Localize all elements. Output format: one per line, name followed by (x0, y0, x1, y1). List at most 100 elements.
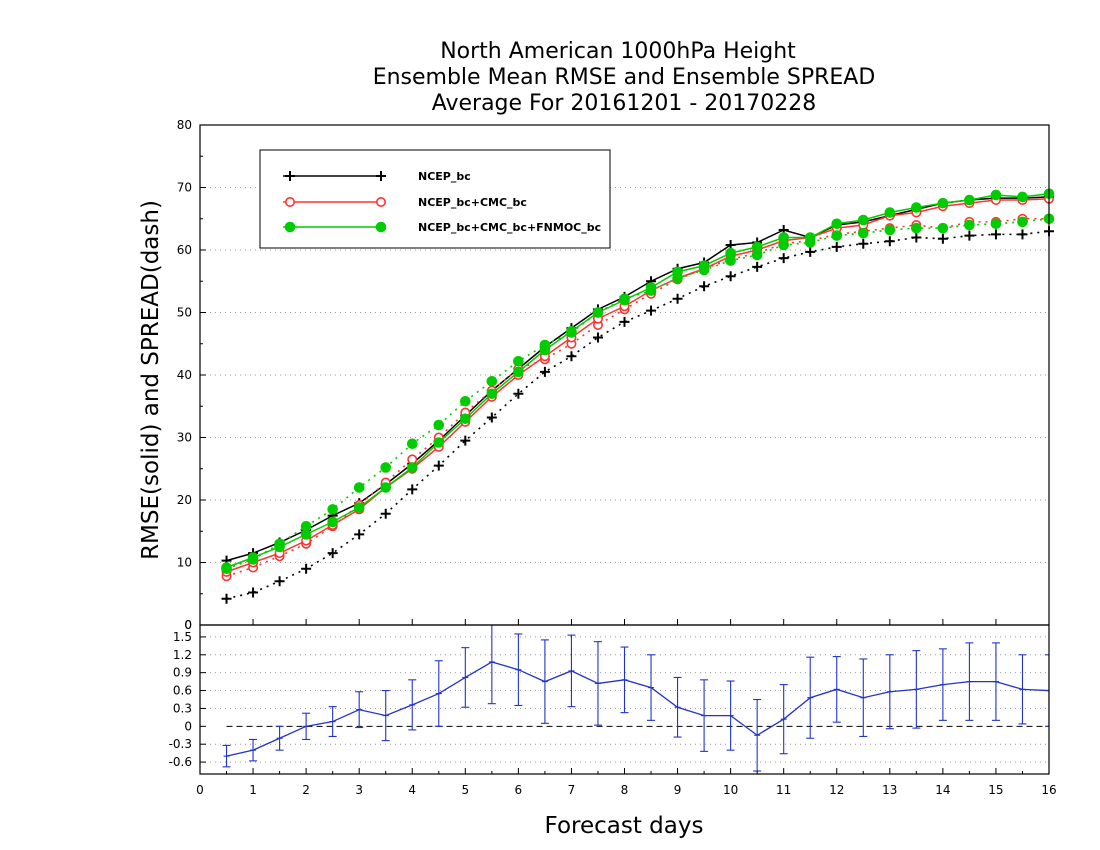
error-bar (461, 647, 470, 708)
x-axis: 0 1 2 3 4 5 6 7 8 9 10 11 12 13 14 15 16 (196, 619, 1057, 797)
spread-point (327, 504, 338, 515)
spread-point (406, 438, 418, 450)
rmse-point (592, 307, 604, 318)
error-bar (567, 634, 576, 708)
x-tick-label: 5 (461, 783, 469, 797)
spread-point (513, 388, 524, 399)
error-bar (832, 656, 841, 723)
spread-point (937, 222, 949, 234)
x-tick-label: 11 (776, 783, 791, 797)
legend-marker-right (375, 221, 387, 233)
spread-point (301, 563, 312, 574)
error-bar (408, 679, 417, 731)
x-tick-label: 7 (568, 783, 576, 797)
legend-marker-left (285, 171, 295, 181)
bottom-y-tick-label: 0.9 (173, 666, 192, 680)
error-bar (673, 676, 682, 738)
legend-entry-ncep-bc-cmc-bc-fnmoc-bc: NCEP_bc+CMC_bc+FNMOC_bc (283, 221, 601, 234)
rmse-point (353, 502, 365, 513)
x-tick-label: 12 (829, 783, 844, 797)
legend-label: NCEP_bc (418, 170, 471, 183)
bottom-y-tick-label: 0 (184, 719, 192, 733)
spread-point (513, 355, 524, 367)
spread-point (964, 230, 975, 241)
error-bar (514, 633, 523, 707)
rmse-point (672, 266, 683, 278)
top-y-tick-label: 20 (177, 493, 192, 507)
legend-marker-left (284, 197, 295, 208)
bottom-y-tick-label: -0.6 (169, 755, 192, 769)
error-bar (1018, 654, 1027, 725)
error-bar (222, 744, 231, 768)
error-bar (938, 648, 947, 721)
error-bar (381, 690, 390, 742)
x-tick-label: 16 (1041, 783, 1056, 797)
bottom-y-tick-label: 1.5 (173, 630, 192, 644)
spread-point (248, 587, 259, 598)
spread-point (911, 222, 922, 234)
difference-series (222, 625, 1049, 772)
x-tick-label: 0 (196, 783, 204, 797)
x-axis-label: Forecast days (545, 813, 704, 839)
x-tick-label: 14 (935, 783, 950, 797)
error-bar (1045, 654, 1049, 727)
top-y-tick-label: 40 (177, 368, 192, 382)
chart-title: North American 1000hPa Height Ensemble M… (373, 39, 876, 116)
rmse-point (274, 541, 285, 553)
spread-point (619, 316, 630, 327)
spread-point (380, 508, 391, 519)
error-bar (700, 679, 709, 752)
title-line-1: North American 1000hPa Height (440, 39, 796, 64)
title-line-2: Ensemble Mean RMSE and Ensemble SPREAD (373, 65, 876, 90)
legend-marker-left (284, 221, 296, 233)
spread-point (566, 351, 577, 362)
top-y-tick-label: 30 (177, 431, 192, 445)
spread-point (407, 484, 418, 495)
rmse-point (221, 562, 232, 573)
error-bar (965, 642, 974, 721)
error-bar (328, 706, 337, 738)
top-y-axis: 0 10 20 30 40 50 60 70 80 (177, 118, 206, 632)
legend-label: NCEP_bc+CMC_bc (418, 196, 527, 209)
legend-entry-ncep-bc: NCEP_bc (283, 170, 471, 183)
spread-point (433, 419, 445, 431)
x-tick-label: 9 (674, 783, 682, 797)
y-axis-label: RMSE(solid) and SPREAD(dash) (138, 200, 164, 560)
error-bar (434, 660, 443, 727)
spread-point (778, 253, 789, 264)
error-bar (620, 646, 629, 714)
spread-point (990, 218, 1002, 230)
x-tick-label: 15 (988, 783, 1003, 797)
rmse-point (406, 462, 418, 473)
spread-point (884, 236, 895, 247)
error-bar (647, 654, 656, 721)
rmse-point (857, 214, 869, 226)
error-bar (355, 691, 364, 729)
x-tick-label: 10 (723, 783, 738, 797)
legend-entry-ncep-bc-cmc-bc: NCEP_bc+CMC_bc (283, 196, 527, 209)
rmse-point (911, 202, 922, 213)
bottom-plot (222, 625, 1049, 772)
error-bar (753, 698, 762, 772)
spread-point (805, 246, 816, 257)
spread-point (646, 305, 657, 316)
rmse-point (645, 282, 657, 293)
series-ncep-bc-cmc-bc (221, 193, 1055, 582)
bottom-y-tick-label: 0.3 (173, 701, 192, 715)
rmse-point (566, 325, 577, 337)
spread-point (486, 375, 498, 387)
top-plot (221, 188, 1055, 604)
spread-point (486, 412, 497, 423)
bottom-y-tick-label: 1.2 (173, 648, 192, 662)
error-bar (487, 625, 496, 705)
spread-point (354, 529, 365, 540)
legend-marker-right (375, 197, 386, 208)
spread-point (539, 366, 550, 377)
spread-point (433, 460, 444, 471)
rmse-point (964, 194, 975, 206)
rmse-point (831, 218, 843, 230)
error-bar (726, 680, 735, 751)
spread-line-ncep-bc-cmc-bc (226, 217, 1049, 578)
spread-point (353, 482, 365, 493)
